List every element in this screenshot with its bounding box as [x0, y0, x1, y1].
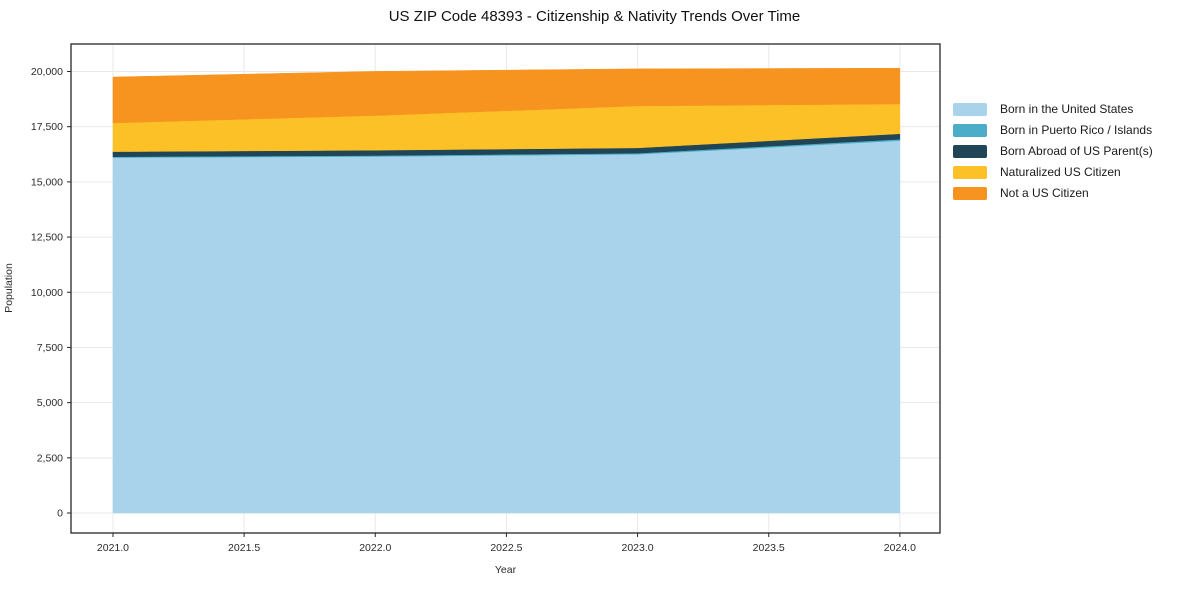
- legend-swatch: [953, 145, 987, 158]
- legend-label: Born in Puerto Rico / Islands: [1000, 123, 1153, 137]
- legend-item-4: Not a US Citizen: [953, 187, 1153, 200]
- plot-border: [70, 43, 941, 534]
- x-tick-label: 2021.5: [228, 542, 260, 554]
- x-tick-label: 2022.5: [490, 542, 522, 554]
- legend-item-3: Naturalized US Citizen: [953, 166, 1153, 179]
- legend-label: Born in the United States: [1000, 102, 1134, 116]
- y-tick-label: 20,000: [31, 66, 63, 78]
- x-tick-label: 2024.0: [884, 542, 916, 554]
- legend-item-0: Born in the United States: [953, 103, 1153, 116]
- area-series-4: [112, 67, 901, 124]
- y-tick-label: 10,000: [31, 287, 63, 299]
- y-tick-label: 0: [57, 508, 63, 520]
- legend-swatch: [953, 103, 987, 116]
- legend-item-1: Born in Puerto Rico / Islands: [953, 124, 1153, 137]
- chart-title: US ZIP Code 48393 - Citizenship & Nativi…: [388, 8, 801, 25]
- y-tick-label: 2,500: [37, 452, 63, 464]
- y-tick-label: 15,000: [31, 176, 63, 188]
- legend-swatch: [953, 187, 987, 200]
- legend-swatch: [953, 166, 987, 179]
- x-tick-label: 2021.0: [97, 542, 129, 554]
- legend-item-2: Born Abroad of US Parent(s): [953, 145, 1153, 158]
- y-axis-label: Population: [3, 263, 15, 313]
- y-tick-label: 5,000: [37, 397, 63, 409]
- x-axis-label: Year: [494, 564, 517, 576]
- legend-label: Naturalized US Citizen: [1000, 165, 1121, 179]
- legend: Born in the United States Born in Puerto …: [953, 103, 1153, 200]
- area-series-0: [112, 140, 901, 514]
- x-tick-label: 2022.0: [359, 542, 391, 554]
- y-tick-label: 7,500: [37, 342, 63, 354]
- legend-swatch: [953, 124, 987, 137]
- x-tick-label: 2023.0: [622, 542, 654, 554]
- y-tick-label: 12,500: [31, 232, 63, 244]
- x-tick-label: 2023.5: [753, 542, 785, 554]
- legend-label: Born Abroad of US Parent(s): [1000, 144, 1153, 158]
- legend-label: Not a US Citizen: [1000, 186, 1089, 200]
- y-tick-label: 17,500: [31, 121, 63, 133]
